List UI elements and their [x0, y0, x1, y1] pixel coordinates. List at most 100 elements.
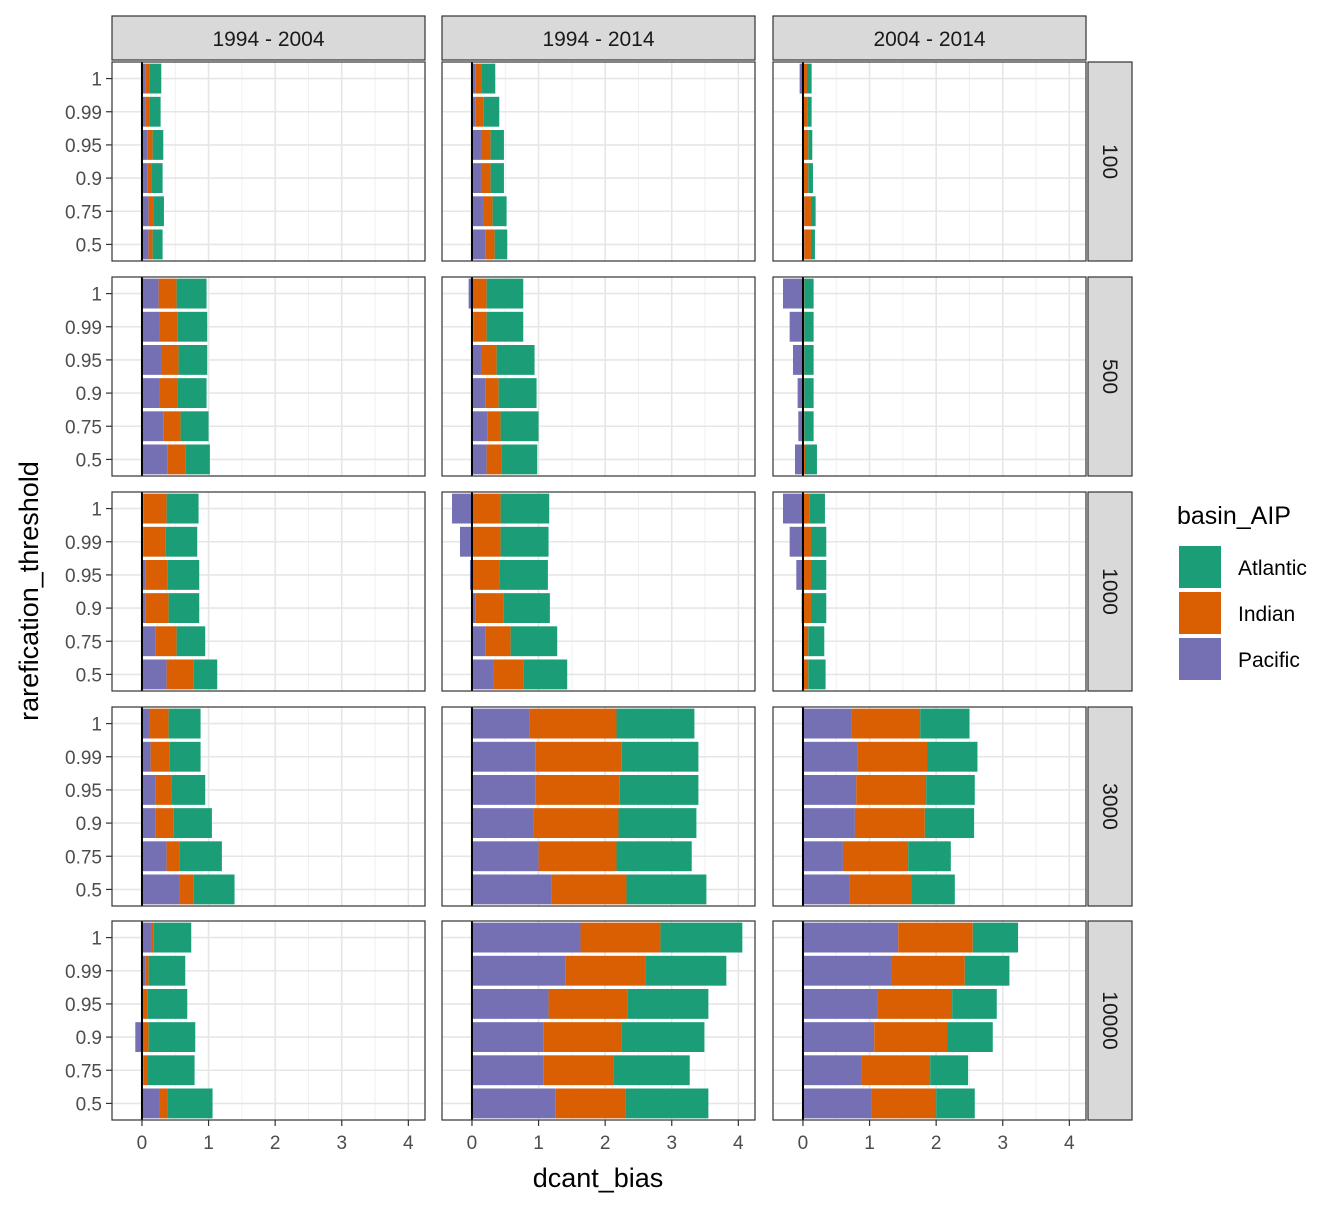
bar-atlantic: [920, 708, 970, 739]
bar-indian: [148, 196, 154, 227]
bar-pacific: [802, 808, 855, 839]
x-tick-label: 1: [864, 1133, 875, 1154]
bar-pacific: [141, 196, 149, 227]
bar-indian: [877, 988, 953, 1019]
bar-indian: [802, 63, 807, 94]
panel-100-1994-2004: [111, 61, 426, 262]
bar-pacific: [471, 1022, 544, 1053]
bar-pacific: [782, 278, 803, 309]
panel-border: [111, 491, 426, 692]
bar-pacific: [471, 344, 482, 375]
bar-indian: [493, 659, 524, 690]
bar-pacific: [141, 278, 159, 309]
bar-indian: [159, 311, 178, 342]
y-tick-label: 1: [91, 500, 102, 521]
bar-indian: [485, 378, 499, 409]
y-tick-label: 0.95: [65, 781, 102, 802]
y-tick-label: 0.99: [65, 748, 102, 769]
bar-pacific: [471, 988, 549, 1019]
bar-atlantic: [804, 278, 814, 309]
y-tick-label: 1: [91, 285, 102, 306]
x-tick-label: 1: [203, 1133, 214, 1154]
bar-atlantic: [166, 493, 199, 524]
y-tick-label: 0.5: [76, 1094, 102, 1115]
bar-indian: [487, 411, 501, 442]
bar-pacific: [471, 1055, 544, 1086]
bar-pacific: [141, 378, 160, 409]
bar-indian: [485, 626, 511, 657]
column-strip: 1994 - 2014: [441, 15, 756, 61]
bar-atlantic: [177, 311, 208, 342]
bar-atlantic: [173, 808, 212, 839]
bar-pacific: [802, 841, 843, 872]
bar-indian: [856, 774, 927, 805]
x-tick-label: 3: [997, 1133, 1008, 1154]
axes-layer: 1 0.99 0.95 0.9 0.75 0.5 1 0.99 0.95 0.9 0.75 0.5 1 0…: [65, 70, 1075, 1154]
bar-indian: [145, 559, 168, 590]
bar-indian: [471, 278, 487, 309]
bar-atlantic: [494, 229, 508, 260]
bar-indian: [802, 129, 809, 160]
panel-background: [112, 62, 425, 261]
bar-atlantic: [523, 659, 568, 690]
legend-item-pacific: Pacific: [1179, 638, 1300, 680]
bar-indian: [147, 129, 153, 160]
bar-atlantic: [481, 63, 496, 94]
bar-indian: [543, 1022, 622, 1053]
y-tick-label: 0.75: [65, 847, 102, 868]
bar-indian: [148, 229, 153, 260]
bar-atlantic: [810, 196, 816, 227]
bar-indian: [163, 411, 181, 442]
bar-indian: [849, 874, 912, 905]
panel-background: [773, 707, 1086, 906]
bar-pacific: [141, 741, 151, 772]
x-axis-title: dcant_bias: [533, 1163, 664, 1193]
panel-500-1994-2014: [441, 276, 756, 477]
bar-indian: [159, 1088, 168, 1119]
bar-atlantic: [498, 378, 537, 409]
bar-pacific: [802, 708, 852, 739]
bar-pacific: [471, 411, 488, 442]
row-strip: 100: [1087, 61, 1133, 262]
panel-border: [111, 276, 426, 477]
panel-border: [772, 920, 1087, 1121]
legend-swatch: [1179, 638, 1221, 680]
bar-atlantic: [151, 163, 163, 194]
bar-pacific: [141, 229, 149, 260]
y-tick-label: 0.99: [65, 533, 102, 554]
bar-atlantic: [804, 378, 814, 409]
bar-indian: [155, 774, 172, 805]
bar-pacific: [802, 1055, 862, 1086]
bar-pacific: [141, 129, 148, 160]
bar-atlantic: [964, 955, 1010, 986]
bar-atlantic: [193, 659, 218, 690]
bar-pacific: [797, 378, 803, 409]
bar-pacific: [471, 955, 566, 986]
panel-1000-1994-2004: [111, 491, 426, 692]
bar-pacific: [471, 593, 476, 624]
bar-pacific: [459, 526, 472, 557]
y-tick-label: 1: [91, 70, 102, 91]
bar-atlantic: [147, 1055, 195, 1086]
bar-indian: [143, 526, 166, 557]
bar-pacific: [141, 1088, 160, 1119]
panel-500-1994-2004: [111, 276, 426, 477]
bar-pacific: [471, 626, 486, 657]
bar-atlantic: [808, 659, 826, 690]
bar-pacific: [802, 988, 878, 1019]
strip-background: [1087, 706, 1133, 907]
bar-indian: [145, 955, 149, 986]
x-tick-label: 4: [1064, 1133, 1075, 1154]
bar-atlantic: [924, 808, 975, 839]
y-tick-label: 1: [91, 929, 102, 950]
bar-indian: [802, 96, 808, 127]
bar-indian: [486, 444, 502, 475]
bar-atlantic: [510, 626, 558, 657]
bar-pacific: [141, 708, 150, 739]
bar-atlantic: [645, 955, 727, 986]
bar-atlantic: [809, 493, 825, 524]
bar-atlantic: [908, 841, 951, 872]
strip-background: [772, 15, 1087, 61]
bar-indian: [147, 163, 152, 194]
panel-border: [772, 491, 1087, 692]
